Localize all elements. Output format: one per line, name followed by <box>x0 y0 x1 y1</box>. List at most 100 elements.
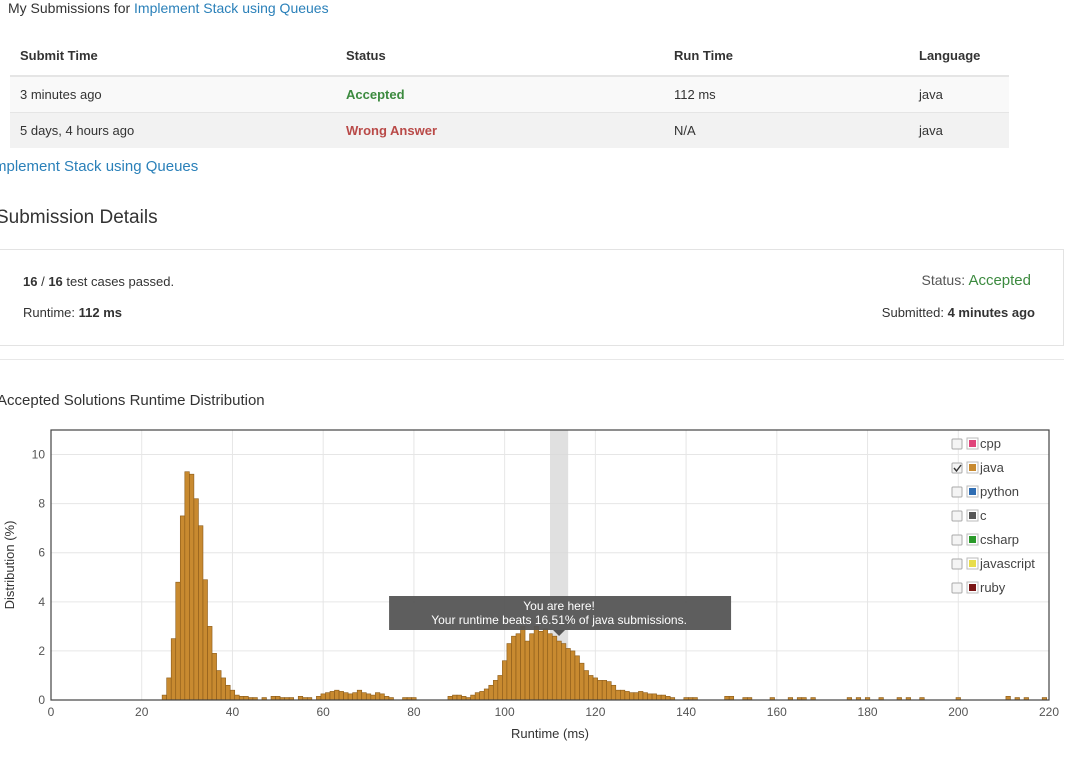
histogram-bar <box>320 693 326 701</box>
histogram-bar <box>502 660 508 701</box>
histogram-bar <box>547 633 553 701</box>
histogram-bar <box>511 635 517 701</box>
status-link-accepted[interactable]: Accepted <box>346 86 405 102</box>
legend-item-cpp[interactable]: cpp <box>951 436 1001 451</box>
histogram-bar <box>234 694 240 701</box>
histogram-bar <box>479 691 485 701</box>
histogram-bar <box>179 515 186 701</box>
legend-item-csharp[interactable]: csharp <box>951 532 1019 547</box>
legend-checkbox[interactable] <box>951 486 963 498</box>
histogram-bar <box>166 677 172 701</box>
histogram-bar <box>533 626 539 701</box>
histogram-bar <box>347 693 353 701</box>
submission-details-panel: 16 / 16 test cases passed. Runtime: 112 … <box>0 249 1064 346</box>
histogram-bar <box>538 630 544 701</box>
histogram-bar <box>647 693 653 701</box>
legend-swatch <box>969 440 976 447</box>
submitted-value: 4 minutes ago <box>947 305 1035 320</box>
x-tick-label: 100 <box>495 705 515 719</box>
histogram-bar <box>216 670 222 701</box>
x-tick-label: 60 <box>317 705 331 719</box>
problem-link[interactable]: mplement Stack using Queues <box>0 158 199 175</box>
test-cases-summary: 16 / 16 test cases passed. <box>23 274 175 289</box>
legend-label: javascript <box>979 556 1035 571</box>
legend-checkbox[interactable] <box>951 510 963 522</box>
histogram-bar <box>570 650 576 701</box>
histogram-bar <box>202 579 208 701</box>
histogram-bar <box>565 648 571 701</box>
histogram-bar <box>583 670 589 701</box>
histogram-bar <box>225 684 231 701</box>
status-value: Accepted <box>968 272 1031 289</box>
status-cell: Accepted <box>336 75 664 112</box>
current-runtime-highlight <box>550 430 569 700</box>
language-cell: java <box>909 75 1009 112</box>
histogram-bar <box>656 694 662 701</box>
legend-item-c[interactable]: c <box>951 508 987 523</box>
histogram-bar <box>620 689 626 701</box>
histogram-bar <box>660 694 666 701</box>
column-header-submit-time[interactable]: Submit Time <box>10 36 336 77</box>
legend-item-javascript[interactable]: javascript <box>951 556 1035 571</box>
histogram-bar <box>633 692 639 701</box>
legend-label: java <box>979 460 1005 475</box>
histogram-bar <box>542 628 549 701</box>
legend-checkbox[interactable] <box>951 582 963 594</box>
tooltip-arrow <box>553 630 566 636</box>
column-header-run-time[interactable]: Run Time <box>664 36 909 77</box>
histogram-bar <box>361 692 367 701</box>
histogram-bar <box>638 691 644 701</box>
y-tick-label: 8 <box>38 497 45 511</box>
x-tick-label: 180 <box>858 705 878 719</box>
legend-item-python[interactable]: python <box>951 484 1019 499</box>
legend-label: csharp <box>980 532 1019 547</box>
legend-checkbox[interactable] <box>951 438 963 450</box>
legend-swatch <box>969 464 976 471</box>
submitted-summary: Submitted: 4 minutes ago <box>882 305 1035 320</box>
histogram-bar <box>642 692 648 701</box>
histogram-bar <box>615 689 621 701</box>
histogram-bar <box>492 680 499 701</box>
x-tick-label: 0 <box>48 705 55 719</box>
histogram-bar <box>515 633 521 701</box>
submissions-header-prefix: My Submissions for <box>8 0 131 16</box>
histogram-bar <box>520 626 526 701</box>
passed-suffix: test cases passed. <box>66 274 175 289</box>
divider <box>0 359 1064 360</box>
runtime-distribution-chart[interactable]: 0 20 40 60 80 100 120 140 160 180 200 220 0 2 4 6 8 10 Run… <box>0 420 1070 750</box>
legend-checkbox[interactable] <box>951 558 963 570</box>
histogram-bar <box>343 692 349 701</box>
histogram-bar <box>629 692 635 701</box>
submit-time-cell: 5 days, 4 hours ago <box>10 111 336 148</box>
submissions-table: Submit Time Status Run Time Language 3 m… <box>10 36 1009 148</box>
histogram-bar <box>610 684 617 701</box>
x-tick-label: 20 <box>135 705 149 719</box>
y-tick-label: 10 <box>32 448 46 462</box>
column-header-status[interactable]: Status <box>336 36 664 77</box>
histogram-bar <box>211 653 217 701</box>
status-summary: Status: Accepted <box>922 272 1031 289</box>
histogram-bar <box>170 638 177 701</box>
legend-swatch <box>969 584 976 591</box>
histogram-bar <box>329 691 335 701</box>
histogram-bar <box>352 692 358 701</box>
legend-swatch <box>969 560 976 567</box>
histogram-bar <box>606 681 612 701</box>
column-header-language[interactable]: Language <box>909 36 1009 77</box>
histogram-bar <box>488 684 494 701</box>
legend-checkbox[interactable] <box>951 534 963 546</box>
status-link-wrong-answer[interactable]: Wrong Answer <box>346 122 438 138</box>
legend-item-java[interactable]: java <box>951 460 1005 475</box>
histogram-bar <box>529 633 535 701</box>
histogram-bar <box>651 693 657 701</box>
histogram-bar <box>375 692 381 701</box>
histogram-bar <box>229 689 236 701</box>
histogram-bar <box>474 692 480 701</box>
status-cell: Wrong Answer <box>336 111 664 148</box>
y-tick-label: 6 <box>38 546 45 560</box>
legend-item-ruby[interactable]: ruby <box>951 580 1006 595</box>
x-tick-label: 200 <box>948 705 968 719</box>
problem-title-link[interactable]: Implement Stack using Queues <box>134 0 329 16</box>
legend-checkbox[interactable] <box>951 462 963 474</box>
x-tick-label: 120 <box>585 705 605 719</box>
